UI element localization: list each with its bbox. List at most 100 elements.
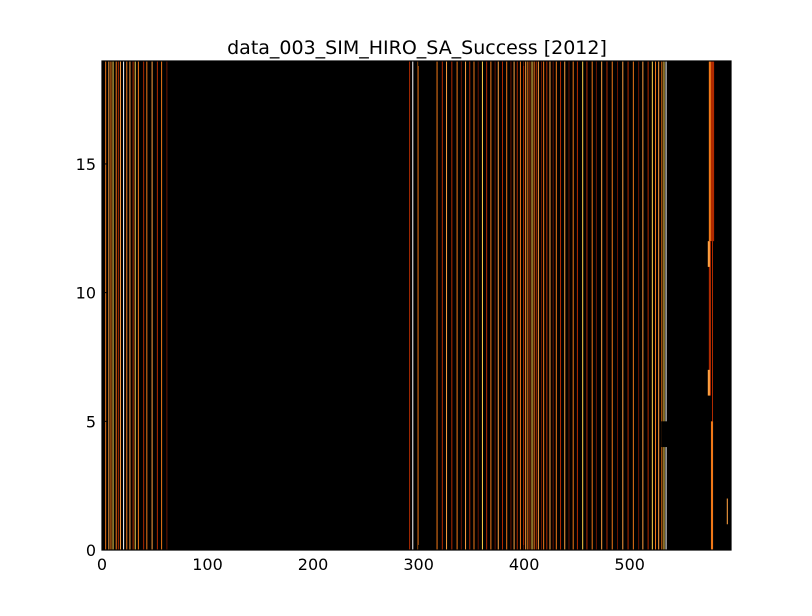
- y-axis-ticks: 0 5 10 15: [76, 155, 731, 560]
- heat-column: [436, 61, 438, 550]
- heat-column: [543, 61, 545, 550]
- heat-column: [441, 61, 443, 550]
- heat-block: [708, 241, 711, 396]
- heat-column: [506, 61, 508, 550]
- heat-column: [617, 61, 619, 550]
- heat-column: [446, 61, 448, 550]
- heat-column: [622, 61, 624, 550]
- heat-column: [110, 61, 112, 550]
- dark-region: [661, 421, 731, 448]
- heat-column: [606, 61, 608, 550]
- heat-column: [137, 61, 139, 550]
- heat-column: [134, 61, 136, 550]
- heat-column: [655, 61, 657, 550]
- heat-blocks: [707, 61, 728, 550]
- heat-block: [707, 241, 710, 267]
- dark-region: [714, 447, 726, 550]
- heat-column: [132, 61, 134, 550]
- x-tick-label: 300: [403, 555, 434, 574]
- x-tick-label: 100: [192, 555, 223, 574]
- dark-regions: [661, 61, 731, 550]
- heat-column: [576, 61, 578, 550]
- heat-column: [591, 61, 593, 550]
- heat-column: [651, 61, 653, 550]
- heat-column: [638, 61, 640, 550]
- heat-column: [582, 61, 584, 550]
- heat-column: [527, 61, 529, 550]
- heat-column: [627, 61, 629, 550]
- heat-column: [513, 61, 515, 550]
- heat-column: [665, 61, 667, 550]
- heat-column: [647, 61, 649, 550]
- heat-column: [632, 61, 634, 550]
- dark-region: [668, 241, 707, 550]
- heat-column: [456, 61, 458, 550]
- heat-column: [601, 61, 603, 550]
- heat-column: [465, 61, 467, 550]
- heat-column: [108, 61, 110, 550]
- heat-block: [710, 61, 715, 242]
- heat-column: [112, 61, 114, 550]
- heat-column: [529, 61, 531, 550]
- heat-columns: [105, 61, 719, 550]
- heat-block: [710, 421, 714, 550]
- heat-column: [119, 61, 121, 550]
- heat-column: [115, 61, 117, 550]
- heat-column: [546, 61, 548, 550]
- y-tick-label: 10: [76, 284, 96, 303]
- y-tick-label: 0: [86, 541, 96, 560]
- heat-column: [663, 61, 665, 550]
- heat-column: [560, 61, 562, 550]
- heat-column: [451, 61, 453, 550]
- heat-column: [473, 61, 475, 550]
- heat-column: [477, 61, 479, 550]
- heat-column: [537, 61, 539, 550]
- heat-column: [126, 61, 128, 550]
- plot-background: [102, 61, 731, 550]
- chart-title: data_003_SIM_HIRO_SA_Success [2012]: [227, 37, 607, 59]
- x-axis-ticks: 0 100 200 300 400 500: [97, 61, 645, 574]
- x-tick-label: 500: [614, 555, 645, 574]
- heat-column: [417, 61, 419, 550]
- heat-column: [497, 61, 499, 550]
- heat-column: [156, 61, 158, 550]
- heat-block: [726, 498, 728, 525]
- heat-column: [549, 61, 551, 550]
- heat-column: [541, 61, 543, 550]
- dark-region: [714, 241, 731, 422]
- heat-column: [552, 61, 554, 550]
- heat-column: [712, 61, 714, 550]
- plot-frame: [101, 60, 732, 551]
- dark-region: [668, 61, 731, 242]
- heat-column: [642, 61, 644, 550]
- heat-block: [707, 369, 710, 396]
- heat-column: [533, 61, 535, 550]
- y-tick-label: 5: [86, 412, 96, 431]
- heat-column: [123, 61, 125, 550]
- heat-column: [151, 61, 153, 550]
- heat-column: [510, 61, 512, 550]
- heat-column: [586, 61, 588, 550]
- heat-column: [409, 61, 411, 550]
- heat-column: [661, 61, 663, 550]
- heat-column: [481, 61, 483, 550]
- heat-column: [501, 61, 503, 550]
- heat-column: [166, 61, 168, 550]
- x-tick-label: 400: [509, 555, 540, 574]
- heat-column: [564, 61, 566, 550]
- x-tick-label: 200: [298, 555, 329, 574]
- heat-column: [117, 61, 119, 550]
- heat-column: [525, 61, 527, 550]
- heat-column: [611, 61, 613, 550]
- heat-column: [572, 61, 574, 550]
- heat-column: [658, 61, 660, 550]
- heat-column: [568, 61, 570, 550]
- heat-column: [460, 61, 462, 550]
- heat-column: [494, 61, 496, 550]
- heat-column: [412, 61, 414, 550]
- heat-column: [523, 61, 525, 550]
- x-tick-label: 0: [97, 555, 107, 574]
- heat-block: [708, 61, 711, 242]
